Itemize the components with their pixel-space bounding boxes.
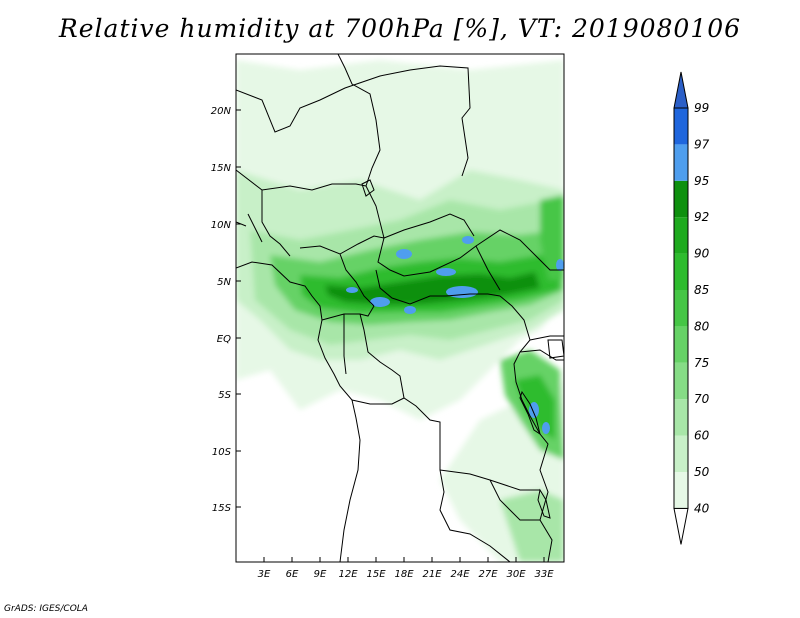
saturation-patch [346, 287, 358, 293]
lat-label: 15S [212, 503, 232, 514]
country-borders [236, 54, 564, 562]
humidity-zone-east [540, 195, 564, 280]
colorbar: 40 50 60 70 75 80 85 90 92 95 97 99 [673, 71, 710, 545]
map-title: Relative humidity at 700hPa [%], VT: 201… [58, 14, 742, 43]
colorbar-segment [674, 144, 688, 181]
colorbar-segment [674, 217, 688, 254]
colorbar-segment [674, 399, 688, 436]
lat-label: 5S [218, 390, 231, 401]
humidity-zone-95 [325, 272, 540, 305]
colorbar-label: 60 [694, 429, 710, 443]
colorbar-label: 75 [694, 356, 709, 370]
lake-malawi [537, 488, 551, 519]
colorbar-label: 95 [694, 174, 709, 188]
colorbar-label: 50 [694, 465, 710, 479]
map-frame [235, 53, 565, 563]
lat-label: 15N [211, 163, 232, 174]
colorbar-label: 70 [694, 392, 710, 406]
humidity-field [236, 54, 564, 562]
saturation-patch [404, 306, 416, 314]
colorbar-label: 92 [694, 210, 709, 224]
grads-credit: GrADS: IGES/COLA [4, 604, 88, 614]
lon-label: 9E [314, 569, 327, 580]
lon-label: 18E [394, 569, 414, 580]
border-car [375, 213, 501, 305]
colorbar-label: 90 [694, 247, 710, 261]
colorbar-segment [674, 253, 688, 290]
latitude-axis: 20N 15N 10N 5N EQ 5S 10S 15S [211, 106, 241, 514]
lat-label: 5N [217, 277, 231, 288]
colorbar-label: 40 [694, 501, 710, 515]
lake-victoria [547, 339, 564, 359]
colorbar-label: 80 [694, 319, 710, 333]
border-congo [321, 305, 405, 399]
colorbar-segment [674, 326, 688, 363]
lon-label: 24E [450, 569, 470, 580]
lake-tanganyika [519, 390, 541, 436]
saturation-patch [556, 259, 564, 271]
lat-label: EQ [217, 334, 231, 345]
border-drc-east [499, 295, 553, 562]
border-north-2 [337, 54, 501, 291]
colorbar-segment [674, 472, 688, 509]
colorbar-segment [674, 108, 688, 145]
colorbar-segment [674, 435, 688, 472]
colorbar-segment [674, 362, 688, 400]
saturation-patch [396, 249, 412, 259]
border-east [475, 229, 564, 361]
border-zambia [439, 469, 540, 521]
colorbar-top-arrow [673, 71, 689, 109]
colorbar-outline [673, 107, 689, 509]
lon-label: 12E [338, 569, 358, 580]
lon-label: 15E [366, 569, 386, 580]
lat-label: 10N [211, 220, 232, 231]
saturation-patch [462, 236, 474, 244]
saturation-patch [542, 422, 550, 434]
saturation-patch [529, 402, 539, 418]
lake-chad [361, 179, 375, 197]
saturation-patch [436, 268, 456, 276]
colorbar-bottom-arrow [673, 507, 689, 545]
colorbar-label: 97 [694, 137, 710, 151]
border-angola [351, 397, 511, 562]
lat-label: 10S [212, 447, 232, 458]
lon-label: 33E [534, 569, 554, 580]
longitude-axis: 3E 6E 9E 12E 15E 18E 21E 24E 27E 30E 33E [258, 557, 554, 580]
lon-label: 27E [478, 569, 498, 580]
border-north-1 [236, 65, 471, 177]
colorbar-segment [674, 180, 688, 218]
lon-label: 30E [506, 569, 526, 580]
border-nigeria-cameroon [299, 235, 385, 307]
saturation-patch [446, 286, 478, 298]
saturation-patch [370, 297, 390, 307]
lon-label: 3E [258, 569, 271, 580]
coastline-west [236, 261, 361, 562]
colorbar-label: 99 [694, 101, 709, 115]
lon-label: 6E [286, 569, 299, 580]
lon-label: 21E [422, 569, 442, 580]
lat-label: 20N [211, 106, 232, 117]
colorbar-segment [674, 290, 688, 327]
colorbar-label: 85 [694, 283, 709, 297]
